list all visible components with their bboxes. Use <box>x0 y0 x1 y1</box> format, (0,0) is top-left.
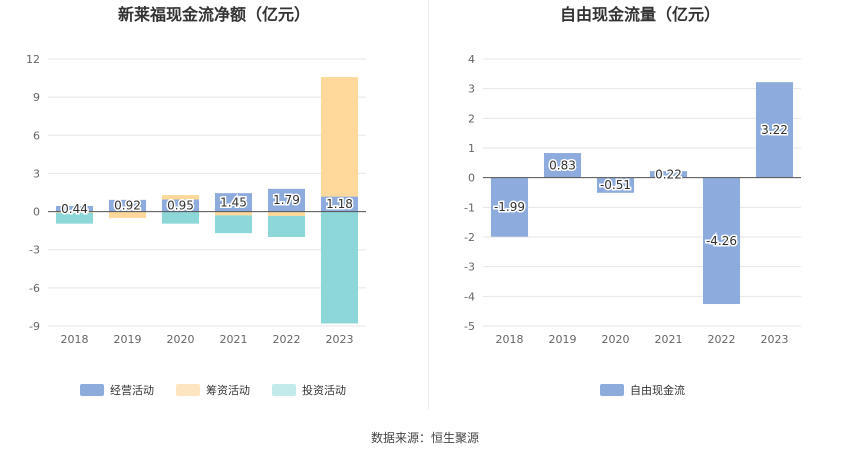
y-tick-label: 0 <box>468 172 475 185</box>
bar-筹资活动-2021 <box>214 211 253 216</box>
bar-自由现金流-2021 <box>649 171 688 178</box>
data-label: -1.99 <box>494 200 525 214</box>
bar-经营活动-2023 <box>320 196 359 212</box>
bar-自由现金流-2020 <box>596 177 635 193</box>
bar-经营活动-2022 <box>267 188 306 212</box>
chart-cash-flow-net: 新莱福现金流净额（亿元） 12 9 6 3 0 -3 -6 -9 2018 2019 2020 202… <box>26 5 366 397</box>
y-tick-label: -1 <box>464 201 475 214</box>
bar-经营活动-2020 <box>161 199 200 212</box>
bar-自由现金流-2022 <box>702 177 741 305</box>
panel-divider <box>428 0 429 410</box>
y-tick-label: 0 <box>33 206 40 219</box>
bar-自由现金流-2019 <box>543 153 582 178</box>
y-tick-label: -6 <box>29 282 40 295</box>
y-tick-label: 12 <box>26 53 40 66</box>
y-tick-label: -4 <box>464 290 475 303</box>
bar-投资活动-2023 <box>320 211 359 324</box>
y-tick-label: 9 <box>33 91 40 104</box>
y-tick-label: -5 <box>464 320 475 333</box>
y-tick-label: 3 <box>33 167 40 180</box>
data-label: 1.18 <box>326 197 353 211</box>
y-tick-label: -3 <box>464 261 475 274</box>
bar-投资活动-2022 <box>267 216 306 237</box>
bar-经营活动-2019 <box>108 199 147 212</box>
bar-筹资活动-2020 <box>161 195 200 200</box>
legend-label: 自由现金流 <box>630 383 685 397</box>
x-tick-label: 2018 <box>496 333 524 346</box>
y-tick-label: 6 <box>33 129 40 142</box>
x-tick-label: 2023 <box>326 333 354 346</box>
bar-自由现金流-2018 <box>490 177 529 237</box>
legend-swatch <box>272 384 296 396</box>
chart-free-cash-flow: 自由现金流量（亿元） 4 3 2 1 0 -1 -2 -3 -4 -5 2018 2019 2020 20… <box>464 5 801 397</box>
data-label: 0.83 <box>549 158 576 172</box>
bar-自由现金流-2023 <box>755 82 794 178</box>
x-tick-label: 2021 <box>655 333 683 346</box>
chart-title: 自由现金流量（亿元） <box>560 5 720 24</box>
data-label: 1.45 <box>220 195 247 209</box>
legend-label: 经营活动 <box>110 383 154 397</box>
x-tick-label: 2022 <box>273 333 301 346</box>
x-tick-label: 2020 <box>602 333 630 346</box>
x-tick-label: 2018 <box>61 333 89 346</box>
x-tick-label: 2022 <box>708 333 736 346</box>
bar-筹资活动-2018 <box>55 211 94 213</box>
data-label: 0.95 <box>167 199 194 213</box>
x-tick-label: 2021 <box>220 333 248 346</box>
data-label: 0.92 <box>114 199 141 213</box>
y-tick-label: -3 <box>29 244 40 257</box>
bar-经营活动-2021 <box>214 193 253 212</box>
legend-label: 筹资活动 <box>206 383 250 397</box>
y-tick-label: 2 <box>468 112 475 125</box>
data-label: 3.22 <box>761 123 788 137</box>
bar-经营活动-2018 <box>55 205 94 212</box>
legend-swatch <box>176 384 200 396</box>
bar-筹资活动-2022 <box>267 211 306 217</box>
data-label: 0.22 <box>655 167 682 181</box>
bar-筹资活动-2019 <box>108 211 147 218</box>
bar-投资活动-2018 <box>55 212 94 224</box>
data-label: 1.79 <box>273 193 300 207</box>
legend-swatch <box>600 384 624 396</box>
legend-swatch <box>80 384 104 396</box>
bar-投资活动-2021 <box>214 215 253 234</box>
data-label: 0.44 <box>61 202 88 216</box>
y-tick-label: -2 <box>464 231 475 244</box>
y-tick-label: -9 <box>29 320 40 333</box>
y-tick-label: 4 <box>468 53 475 66</box>
x-tick-label: 2023 <box>761 333 789 346</box>
x-tick-label: 2020 <box>167 333 195 346</box>
x-tick-label: 2019 <box>114 333 142 346</box>
x-tick-label: 2019 <box>549 333 577 346</box>
data-label: -0.51 <box>600 178 631 192</box>
legend-label: 投资活动 <box>302 383 346 397</box>
bar-投资活动-2020 <box>161 211 200 224</box>
data-label: -4.26 <box>706 234 737 248</box>
bar-筹资活动-2023 <box>320 77 359 197</box>
y-tick-label: 1 <box>468 142 475 155</box>
y-tick-label: 3 <box>468 83 475 96</box>
data-source-note: 数据来源：恒生聚源 <box>370 431 479 445</box>
chart-title: 新莱福现金流净额（亿元） <box>118 5 310 24</box>
